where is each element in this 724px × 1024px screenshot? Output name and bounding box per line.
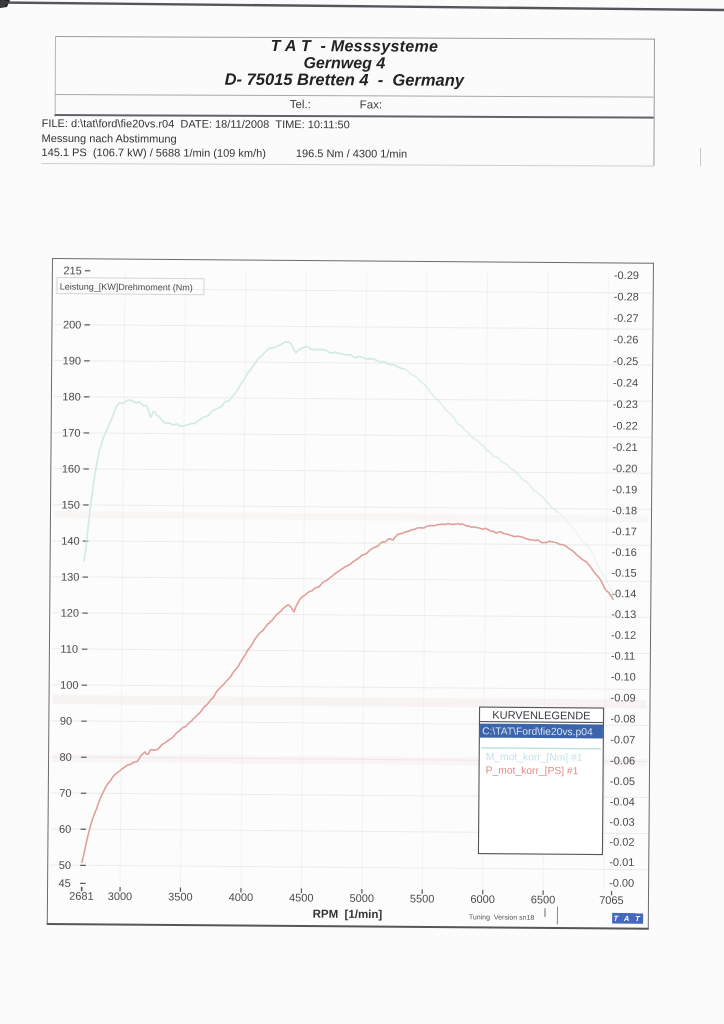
svg-text:-0.12: -0.12: [611, 629, 636, 641]
svg-text:170: 170: [62, 427, 80, 439]
svg-text:6500: 6500: [531, 894, 556, 906]
svg-text:70: 70: [59, 787, 71, 799]
svg-text:T A T: T A T: [613, 913, 641, 922]
svg-text:150: 150: [62, 499, 80, 511]
svg-text:6000: 6000: [470, 893, 495, 905]
svg-text:-0.06: -0.06: [610, 755, 635, 767]
svg-text:140: 140: [61, 535, 79, 547]
svg-text:-0.26: -0.26: [613, 334, 638, 346]
svg-text:-0.23: -0.23: [613, 398, 638, 410]
svg-text:M_mot_korr_[Nm] #1: M_mot_korr_[Nm] #1: [486, 752, 583, 764]
svg-text:200: 200: [63, 319, 81, 331]
svg-text:KURVENLEGENDE: KURVENLEGENDE: [492, 709, 590, 722]
svg-text:-0.09: -0.09: [611, 692, 636, 704]
svg-text:180: 180: [62, 391, 80, 403]
svg-text:-0.29: -0.29: [614, 269, 639, 281]
svg-text:160: 160: [62, 463, 80, 475]
svg-text:3000: 3000: [108, 890, 133, 902]
svg-text:45: 45: [59, 877, 71, 889]
svg-text:-0.10: -0.10: [611, 671, 636, 683]
svg-text:-0.18: -0.18: [612, 505, 637, 517]
svg-text:-0.01: -0.01: [609, 856, 634, 868]
svg-text:-0.05: -0.05: [610, 775, 635, 787]
svg-text:-0.03: -0.03: [610, 816, 635, 828]
svg-text:2681: 2681: [69, 890, 94, 902]
svg-text:-0.22: -0.22: [613, 420, 638, 432]
svg-text:P_mot_korr_[PS] #1: P_mot_korr_[PS] #1: [486, 765, 579, 777]
svg-text:-0.27: -0.27: [613, 312, 638, 324]
svg-text:-0.24: -0.24: [613, 377, 638, 389]
svg-text:80: 80: [60, 751, 72, 763]
svg-text:4500: 4500: [289, 892, 314, 904]
svg-text:110: 110: [60, 643, 78, 655]
svg-text:-0.07: -0.07: [610, 734, 635, 746]
svg-text:90: 90: [60, 715, 72, 727]
svg-text:120: 120: [61, 607, 79, 619]
svg-text:-0.21: -0.21: [612, 441, 637, 453]
svg-text:60: 60: [59, 823, 71, 835]
svg-text:-0.11: -0.11: [611, 650, 635, 662]
svg-text:-0.25: -0.25: [613, 355, 638, 367]
svg-text:-0.28: -0.28: [614, 291, 639, 303]
svg-text:-0.20: -0.20: [612, 463, 637, 475]
svg-text:-0.08: -0.08: [610, 713, 635, 725]
svg-text:-0.04: -0.04: [610, 796, 635, 808]
svg-text:3500: 3500: [168, 891, 193, 903]
svg-text:-0.00: -0.00: [609, 877, 634, 889]
svg-text:190: 190: [63, 355, 81, 367]
svg-text:7065: 7065: [599, 894, 624, 906]
svg-text:RPM [1/min]: RPM [1/min]: [313, 908, 383, 921]
svg-text:Leistung_[KW]Drehmoment (Nm): Leistung_[KW]Drehmoment (Nm): [60, 281, 193, 292]
svg-text:-0.14: -0.14: [611, 588, 636, 600]
svg-text:-0.02: -0.02: [609, 836, 634, 848]
svg-text:50: 50: [59, 859, 71, 871]
svg-text:-0.16: -0.16: [612, 546, 637, 558]
svg-text:Tuning Version sn18: Tuning Version sn18: [469, 914, 535, 922]
svg-text:-0.13: -0.13: [611, 608, 636, 620]
svg-text:100: 100: [60, 679, 78, 691]
svg-text:215: 215: [63, 265, 81, 277]
svg-text:4000: 4000: [229, 891, 254, 903]
svg-text:-0.15: -0.15: [611, 567, 636, 579]
svg-text:5000: 5000: [349, 892, 374, 904]
svg-text:130: 130: [61, 571, 79, 583]
svg-text:-0.19: -0.19: [612, 484, 637, 496]
svg-text:5500: 5500: [410, 893, 435, 905]
svg-text:C:\TAT\Ford\fie20vs.p04: C:\TAT\Ford\fie20vs.p04: [482, 726, 593, 738]
svg-text:-0.17: -0.17: [612, 526, 637, 538]
